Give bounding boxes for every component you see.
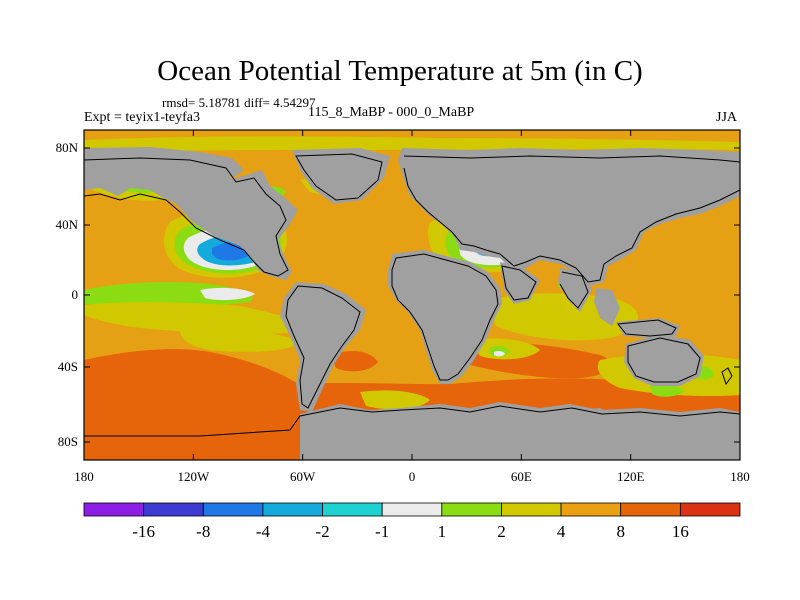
lon-tick-label: 0	[409, 469, 416, 484]
coastline-eurasia	[403, 155, 740, 283]
colorbar-label: -2	[315, 522, 329, 541]
lon-tick-label: 60W	[290, 469, 316, 484]
colorbar-label: -1	[375, 522, 389, 541]
colorbar-swatch	[202, 502, 264, 517]
axis-tick-labels: 80N 40N 0 40S 80S 180 120W 60W 0 60E 120E 180	[56, 140, 750, 484]
lon-tick-label: 120E	[617, 469, 645, 484]
south-pacific-band	[84, 349, 300, 392]
land-antarctic-shelf	[570, 408, 620, 428]
colorbar-label: 4	[557, 522, 566, 541]
colorbar-label: -4	[256, 522, 271, 541]
experiment-label: Expt = teyix1-teyfa3	[84, 110, 200, 125]
map-title: Ocean Potential Temperature at 5m (in C)	[157, 55, 643, 87]
land-antarctica	[300, 402, 740, 460]
indian-south-white	[494, 350, 505, 357]
coastline-indonesia	[617, 319, 677, 337]
coastline-south-america	[285, 285, 361, 409]
coastline-greenland	[295, 153, 383, 201]
colorbar-label: 8	[616, 522, 625, 541]
arctic-yellow	[84, 136, 740, 152]
land-mask	[84, 147, 740, 460]
coastline-australia	[627, 337, 701, 383]
season-label: JJA	[716, 110, 738, 125]
colorbar-label: 1	[438, 522, 447, 541]
colorbar-label: -8	[196, 522, 210, 541]
lon-tick-label: 180	[730, 469, 750, 484]
colorbar-swatch	[679, 502, 741, 517]
colorbar-swatch	[262, 502, 323, 517]
land-africa	[388, 250, 502, 384]
colorbar-swatch	[381, 502, 443, 517]
colorbar-swatch	[560, 502, 622, 517]
lat-tick-label: 0	[72, 287, 79, 302]
coastline-new-zealand	[721, 367, 733, 386]
coastline-antarctica	[84, 405, 740, 437]
land-se-asia	[594, 288, 620, 326]
lon-tick-label: 120W	[177, 469, 210, 484]
colorbar-swatch	[441, 502, 502, 517]
colorbar-swatch	[620, 502, 681, 517]
colorbar: -16 -8 -4 -2 -1 1 2 4 8 16	[83, 502, 741, 541]
colorbar-swatch	[501, 502, 562, 517]
coastline-india	[559, 271, 589, 309]
pacific-south-yellow	[180, 328, 300, 352]
colorbar-label: 16	[672, 522, 689, 541]
australia-south-green	[650, 383, 684, 397]
lat-tick-label: 80S	[58, 434, 78, 449]
equatorial-green	[84, 282, 253, 306]
colorbar-swatch	[322, 502, 383, 517]
lon-tick-label: 60E	[511, 469, 532, 484]
lat-tick-label: 40S	[58, 359, 78, 374]
coastline-arabia	[501, 265, 537, 301]
south-atlantic-yellow	[360, 390, 430, 410]
colorbar-label: 2	[497, 522, 506, 541]
colorbar-label: -16	[132, 522, 155, 541]
land-australia	[624, 334, 704, 386]
colorbar-swatch	[143, 502, 204, 517]
equatorial-white	[200, 287, 255, 301]
coastline-north-america	[84, 157, 289, 277]
land-greenland	[292, 148, 390, 204]
lat-tick-label: 80N	[56, 140, 79, 155]
lat-tick-label: 40N	[56, 217, 79, 232]
land-eurasia	[398, 148, 740, 286]
axis-ticks	[83, 130, 741, 460]
coastline-africa	[391, 253, 499, 381]
lon-tick-label: 180	[74, 469, 94, 484]
land-south-america	[280, 282, 366, 412]
colorbar-swatch	[83, 502, 145, 517]
coastlines	[84, 153, 740, 437]
south-atlantic-dark	[330, 350, 378, 372]
map-plot-area	[84, 130, 740, 460]
stats-text: rmsd= 5.18781 diff= 4.54297	[162, 95, 316, 110]
equatorial-yellow	[84, 302, 320, 334]
case-label: 115_8_MaBP - 000_0_MaBP	[308, 105, 475, 120]
